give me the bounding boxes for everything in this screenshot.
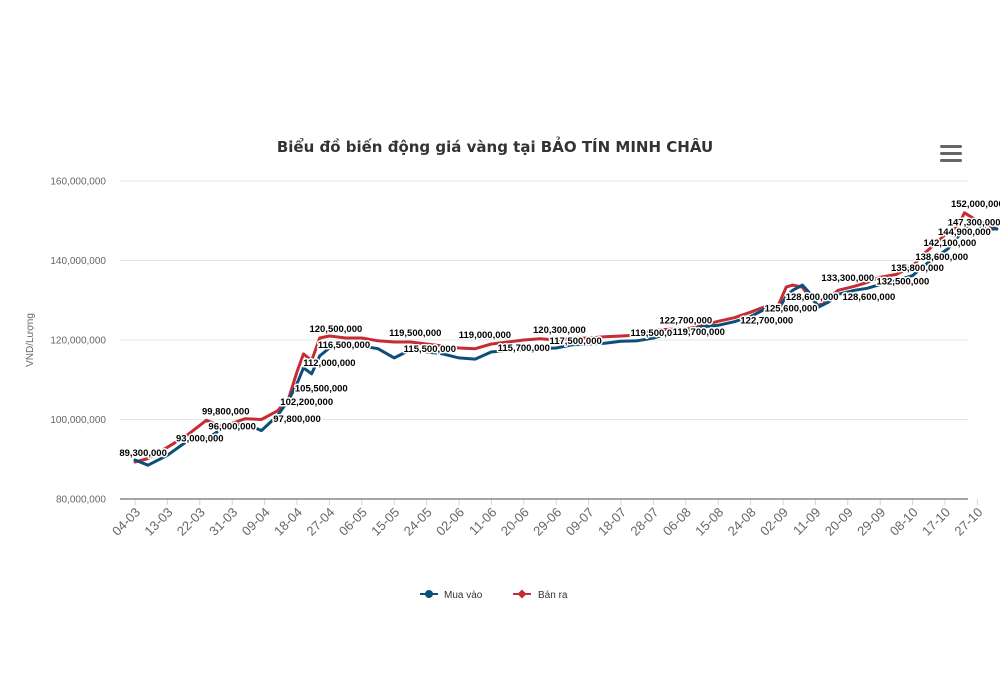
- legend-label-mua-vao: Mua vào: [444, 590, 483, 601]
- data-label: 105,500,000: [295, 384, 348, 395]
- y-axis-ticks: 80,000,000 100,000,000 120,000,000 140,000,…: [50, 177, 106, 506]
- data-label: 119,500,000: [630, 328, 682, 339]
- x-tick-label: 27-04: [303, 505, 337, 539]
- x-tick-label: 11-09: [790, 505, 823, 538]
- x-tick-label: 06-05: [336, 505, 370, 539]
- data-label: 135,800,000: [891, 263, 944, 274]
- data-label: 152,000,000: [951, 199, 1000, 210]
- x-tick-label: 27-10: [951, 505, 985, 539]
- data-label: 117,500,000: [549, 336, 601, 347]
- x-tick-label: 02-09: [757, 505, 791, 539]
- x-tick-label: 13-03: [141, 505, 175, 539]
- x-tick-label: 02-06: [433, 505, 467, 539]
- data-label: 122,700,000: [659, 315, 712, 326]
- x-axis-ticks: 04-0313-0322-0331-0309-0418-0427-0406-05…: [109, 499, 986, 539]
- data-label: 132,500,000: [876, 276, 929, 287]
- data-label: 102,200,000: [280, 397, 333, 408]
- data-label: 96,000,000: [208, 421, 256, 432]
- x-tick-label: 31-03: [206, 505, 240, 539]
- x-tick-label: 08-10: [887, 505, 921, 539]
- x-tick-label: 24-05: [401, 505, 435, 539]
- hamburger-menu-icon: [940, 145, 962, 162]
- grid-lines: [120, 180, 968, 420]
- x-tick-label: 20-09: [822, 505, 856, 539]
- data-label: 115,500,000: [404, 344, 456, 355]
- data-label: 125,600,000: [765, 304, 818, 315]
- x-tick-label: 09-04: [239, 505, 273, 539]
- x-tick-label: 28-07: [627, 505, 661, 539]
- data-label: 122,700,000: [740, 315, 793, 326]
- chart-title: Biểu đồ biến động giá vàng tại BẢO TÍN M…: [277, 135, 713, 156]
- x-tick-label: 04-03: [109, 505, 143, 539]
- data-label: 120,500,000: [309, 324, 362, 335]
- x-tick-label: 15-08: [692, 505, 726, 539]
- series-lines: [133, 211, 999, 467]
- data-label: 93,000,000: [176, 433, 224, 444]
- data-label: 119,000,000: [459, 330, 511, 341]
- x-tick-label: 17-10: [919, 505, 953, 539]
- legend-item-ban-ra[interactable]: Bán ra: [513, 589, 568, 602]
- y-tick-label: 140,000,000: [50, 256, 106, 267]
- x-tick-label: 18-07: [595, 505, 629, 539]
- x-tick-label: 18-04: [271, 505, 305, 539]
- x-tick-label: 11-06: [466, 505, 499, 538]
- y-tick-label: 80,000,000: [56, 495, 106, 506]
- x-tick-label: 29-06: [530, 505, 564, 539]
- x-tick-label: 29-09: [854, 505, 888, 539]
- data-labels: 89,300,000 93,000,000 99,800,000 96,000,000…: [118, 197, 1000, 460]
- x-tick-label: 09-07: [563, 505, 597, 539]
- data-label: 89,300,000: [119, 448, 167, 459]
- data-label: 119,700,000: [673, 327, 725, 338]
- data-label: 97,800,000: [273, 414, 321, 425]
- data-label: 128,600,000: [842, 292, 895, 303]
- x-tick-label: 06-08: [660, 505, 694, 539]
- y-tick-label: 100,000,000: [50, 415, 106, 426]
- x-tick-label: 20-06: [498, 505, 532, 539]
- y-axis-label: VND/Lượng: [25, 313, 36, 367]
- y-tick-label: 120,000,000: [50, 336, 106, 347]
- series-line-mua-vao: [133, 221, 999, 467]
- legend-item-mua-vao[interactable]: Mua vào: [420, 590, 483, 601]
- menu-button[interactable]: [938, 142, 964, 166]
- data-label: 119,500,000: [389, 328, 441, 339]
- legend-marker-mua-vao: [425, 590, 433, 598]
- data-label: 133,300,000: [821, 273, 874, 284]
- data-label: 115,700,000: [498, 343, 550, 354]
- data-label: 138,600,000: [915, 252, 968, 263]
- legend-marker-ban-ra: [517, 589, 527, 599]
- data-label: 144,900,000: [938, 227, 991, 238]
- data-label: 112,000,000: [303, 358, 355, 369]
- data-label: 128,600,000: [786, 292, 839, 303]
- x-tick-label: 24-08: [725, 505, 759, 539]
- data-label: 120,300,000: [533, 325, 586, 336]
- legend-label-ban-ra: Bán ra: [538, 590, 568, 601]
- legend: Mua vào Bán ra: [420, 589, 568, 602]
- data-label: 116,500,000: [318, 340, 370, 351]
- data-label: 99,800,000: [202, 406, 250, 417]
- x-tick-label: 15-05: [368, 505, 402, 539]
- y-tick-label: 160,000,000: [50, 177, 106, 188]
- x-tick-label: 22-03: [174, 505, 208, 539]
- series-line-ban-ra: [133, 211, 999, 464]
- data-label: 147,300,000: [948, 217, 1000, 228]
- data-label: 142,100,000: [923, 238, 976, 249]
